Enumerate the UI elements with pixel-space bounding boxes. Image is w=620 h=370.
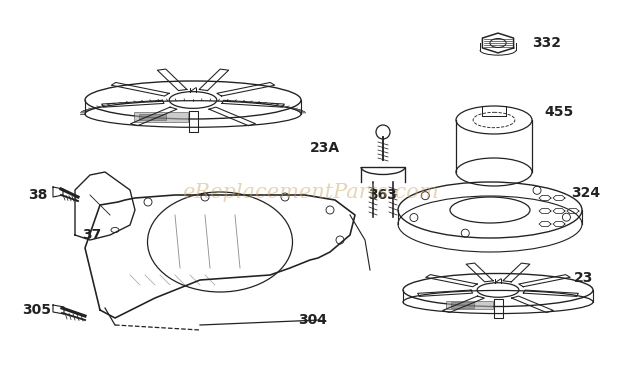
Bar [133,112,188,122]
Text: 363: 363 [368,188,397,202]
Text: 23A: 23A [310,141,340,155]
Text: 38: 38 [28,188,47,202]
Bar [446,301,494,309]
Text: 304: 304 [298,313,327,327]
Bar [451,302,474,308]
Text: 305: 305 [22,303,51,317]
Text: 37: 37 [82,228,101,242]
Text: 455: 455 [544,105,574,119]
Bar [139,114,166,120]
Text: eReplacementParts.com: eReplacementParts.com [182,183,438,202]
Text: 324: 324 [571,186,600,200]
Text: 23: 23 [574,271,593,285]
Text: 332: 332 [532,36,561,50]
